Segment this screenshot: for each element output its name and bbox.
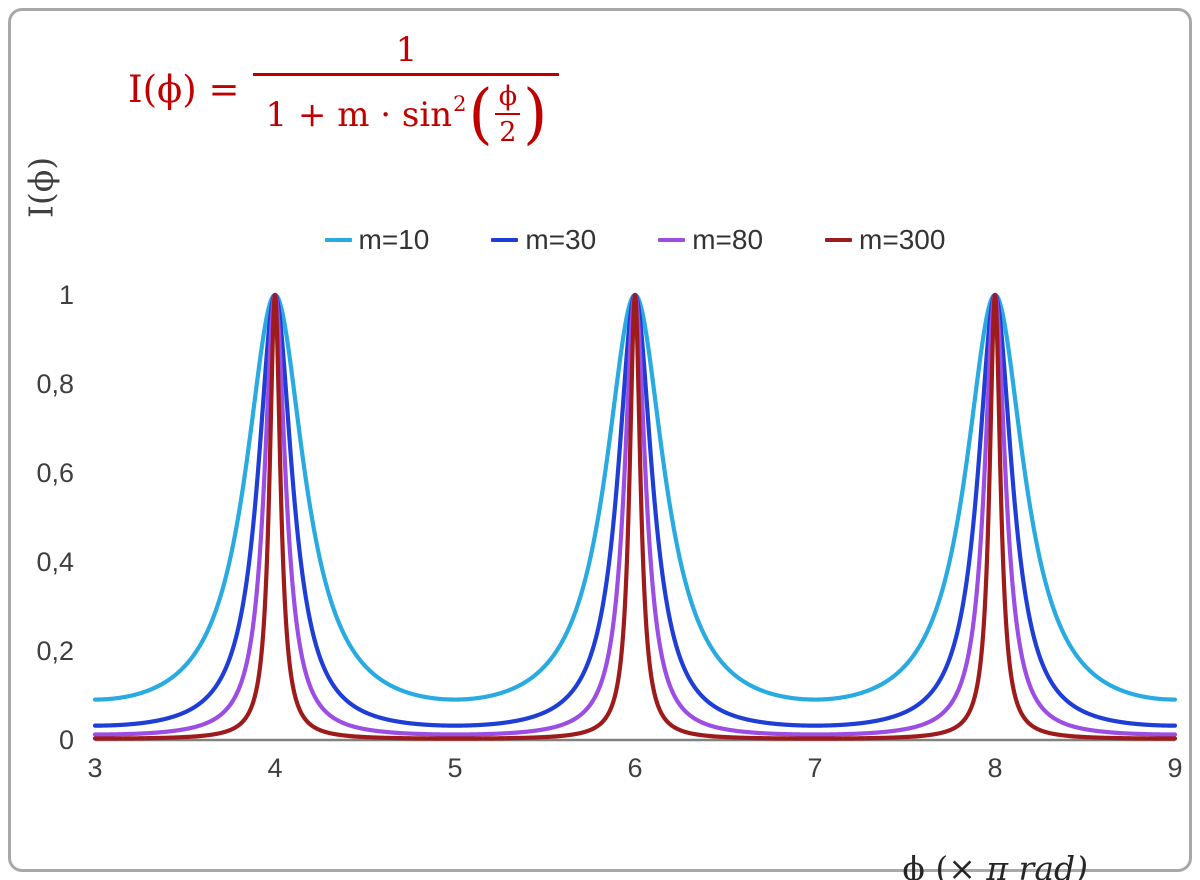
y-tick-label-0: 0	[58, 725, 74, 755]
series-line-m=300	[92, 292, 1178, 741]
legend-label-m=30: m=30	[525, 224, 597, 255]
x-tick-label-4: 4	[267, 753, 283, 783]
x-tick-label-3: 3	[87, 753, 103, 783]
formula-lhs: I(ϕ) =	[128, 67, 240, 111]
inner-denominator: 2	[495, 113, 521, 148]
legend-swatch-m=300	[825, 238, 853, 242]
y-tick-label-1: 1	[58, 280, 74, 310]
legend-item-m=300: m=300	[825, 224, 945, 256]
x-tick-label-9: 9	[1167, 753, 1183, 783]
series-line-m=80	[92, 292, 1178, 737]
legend-swatch-m=30	[491, 238, 519, 242]
open-paren: (	[468, 75, 493, 152]
inner-numerator: ϕ	[498, 81, 518, 112]
formula-numerator: 1	[395, 30, 418, 70]
x-axis-title: ϕ (× π rad)	[860, 810, 1088, 880]
formula-annotation: I(ϕ) = 1 1 + m · sin 2 ( ϕ 2 )	[128, 30, 560, 152]
close-paren: )	[523, 75, 548, 152]
formula-denominator: 1 + m · sin 2 ( ϕ 2 )	[253, 73, 560, 152]
x-tick-label-5: 5	[447, 753, 463, 783]
formula-denominator-prefix: 1 + m · sin	[265, 94, 453, 135]
x-axis-title-open: (×	[924, 849, 987, 880]
legend-label-m=300: m=300	[859, 224, 946, 255]
x-tick-label-6: 6	[627, 753, 643, 783]
series-line-m=30	[92, 292, 1178, 728]
legend-item-m=10: m=10	[324, 224, 430, 256]
x-tick-label-8: 8	[987, 753, 1003, 783]
legend-swatch-m=10	[324, 238, 352, 242]
legend-swatch-m=80	[658, 238, 686, 242]
y-tick-label-0,8: 0,8	[36, 369, 74, 399]
legend-item-m=30: m=30	[491, 224, 596, 256]
legend-label-m=10: m=10	[358, 224, 430, 255]
x-axis-title-close: )	[1075, 849, 1088, 880]
legend: m=10 m=30 m=80 m=300	[95, 224, 1175, 256]
formula-fraction: 1 1 + m · sin 2 ( ϕ 2 )	[253, 30, 560, 152]
y-tick-label-0,4: 0,4	[36, 547, 74, 577]
y-tick-label-0,6: 0,6	[36, 458, 74, 488]
y-tick-label-0,2: 0,2	[36, 636, 74, 666]
legend-item-m=80: m=80	[658, 224, 763, 256]
formula-inner-fraction: ϕ 2	[495, 81, 521, 148]
legend-label-m=80: m=80	[692, 224, 764, 255]
x-axis-title-unit: π rad	[986, 849, 1076, 880]
x-axis-title-phi: ϕ	[902, 849, 925, 880]
x-tick-label-7: 7	[807, 753, 823, 783]
